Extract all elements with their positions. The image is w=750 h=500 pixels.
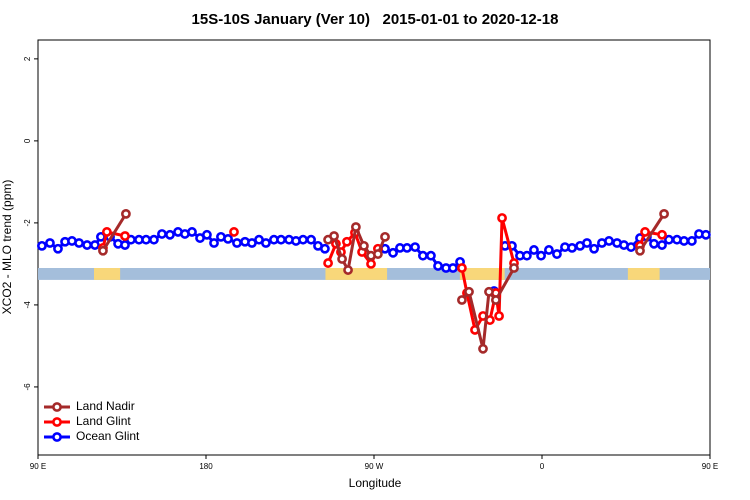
point [457, 295, 467, 305]
point [664, 234, 674, 245]
point [120, 240, 130, 250]
point [209, 238, 219, 248]
point [490, 295, 501, 305]
point [359, 240, 369, 251]
point [90, 240, 100, 250]
y-tick-label: -2 [23, 219, 32, 227]
point [298, 234, 308, 245]
land-span [459, 268, 505, 280]
point [373, 249, 383, 259]
legend-marker [52, 417, 62, 427]
x-tick-label: 90 W [365, 462, 384, 471]
point [464, 286, 474, 297]
point [366, 259, 376, 269]
point [657, 229, 667, 240]
x-axis-label: Longitude [349, 476, 402, 490]
land-span [325, 268, 388, 280]
point [37, 240, 47, 251]
point [157, 229, 167, 239]
point [700, 229, 711, 240]
point [659, 208, 669, 219]
point [582, 238, 592, 248]
y-tick-label: -6 [23, 383, 32, 391]
point [686, 236, 697, 246]
point [121, 208, 131, 219]
point [626, 242, 636, 252]
x-tick-label: 90 E [30, 462, 46, 471]
point [388, 247, 398, 258]
point [589, 243, 599, 254]
legend-marker [52, 402, 62, 412]
x-tick-label: 90 E [702, 462, 718, 471]
point [478, 343, 488, 354]
point [679, 236, 689, 246]
point [82, 240, 92, 250]
legend-label: Land Nadir [76, 399, 135, 413]
point [342, 236, 352, 247]
point [165, 229, 175, 240]
point [536, 250, 546, 261]
point [202, 229, 212, 240]
point [120, 231, 130, 241]
y-tick-label: -4 [23, 301, 32, 309]
point [494, 311, 504, 321]
point [149, 234, 159, 245]
point [484, 286, 494, 297]
point [457, 263, 467, 273]
point [261, 238, 271, 248]
point [343, 265, 353, 275]
point [657, 240, 667, 250]
chart-title: 15S-10S January (Ver 10) 2015-01-01 to 2… [192, 11, 559, 28]
y-axis-label: XCO2 - MLO trend (ppm) [0, 180, 14, 315]
point [649, 238, 659, 249]
point [232, 238, 242, 248]
point [635, 245, 645, 256]
point [509, 263, 519, 273]
point [276, 234, 286, 245]
point [604, 236, 614, 246]
point [101, 227, 112, 237]
point [98, 245, 108, 256]
legend-label: Land Glint [76, 414, 131, 428]
point [529, 245, 539, 255]
land-span [94, 268, 121, 280]
point [223, 233, 233, 244]
point [306, 234, 316, 245]
point [380, 231, 390, 242]
point [640, 227, 650, 237]
point [402, 243, 412, 253]
point [418, 250, 428, 261]
point [53, 243, 63, 254]
point [323, 258, 333, 268]
point [497, 213, 507, 223]
point [337, 254, 347, 264]
legend-label: Ocean Glint [76, 429, 140, 443]
point [552, 249, 562, 259]
point [448, 263, 458, 273]
point [426, 250, 436, 261]
y-tick-label: 2 [23, 56, 32, 61]
point [350, 222, 361, 232]
land-span [627, 268, 660, 280]
point [433, 261, 443, 271]
point [187, 227, 197, 237]
point [410, 242, 420, 252]
x-tick-label: 180 [199, 462, 213, 471]
point [320, 243, 330, 254]
legend-marker [52, 432, 62, 442]
point [229, 227, 239, 237]
y-tick-label: 0 [23, 138, 32, 143]
point [45, 238, 55, 248]
point [74, 238, 84, 248]
point [141, 234, 151, 245]
point [544, 245, 554, 255]
point [329, 231, 339, 241]
x-tick-label: 0 [540, 462, 545, 471]
point [521, 250, 532, 261]
point [567, 243, 577, 253]
